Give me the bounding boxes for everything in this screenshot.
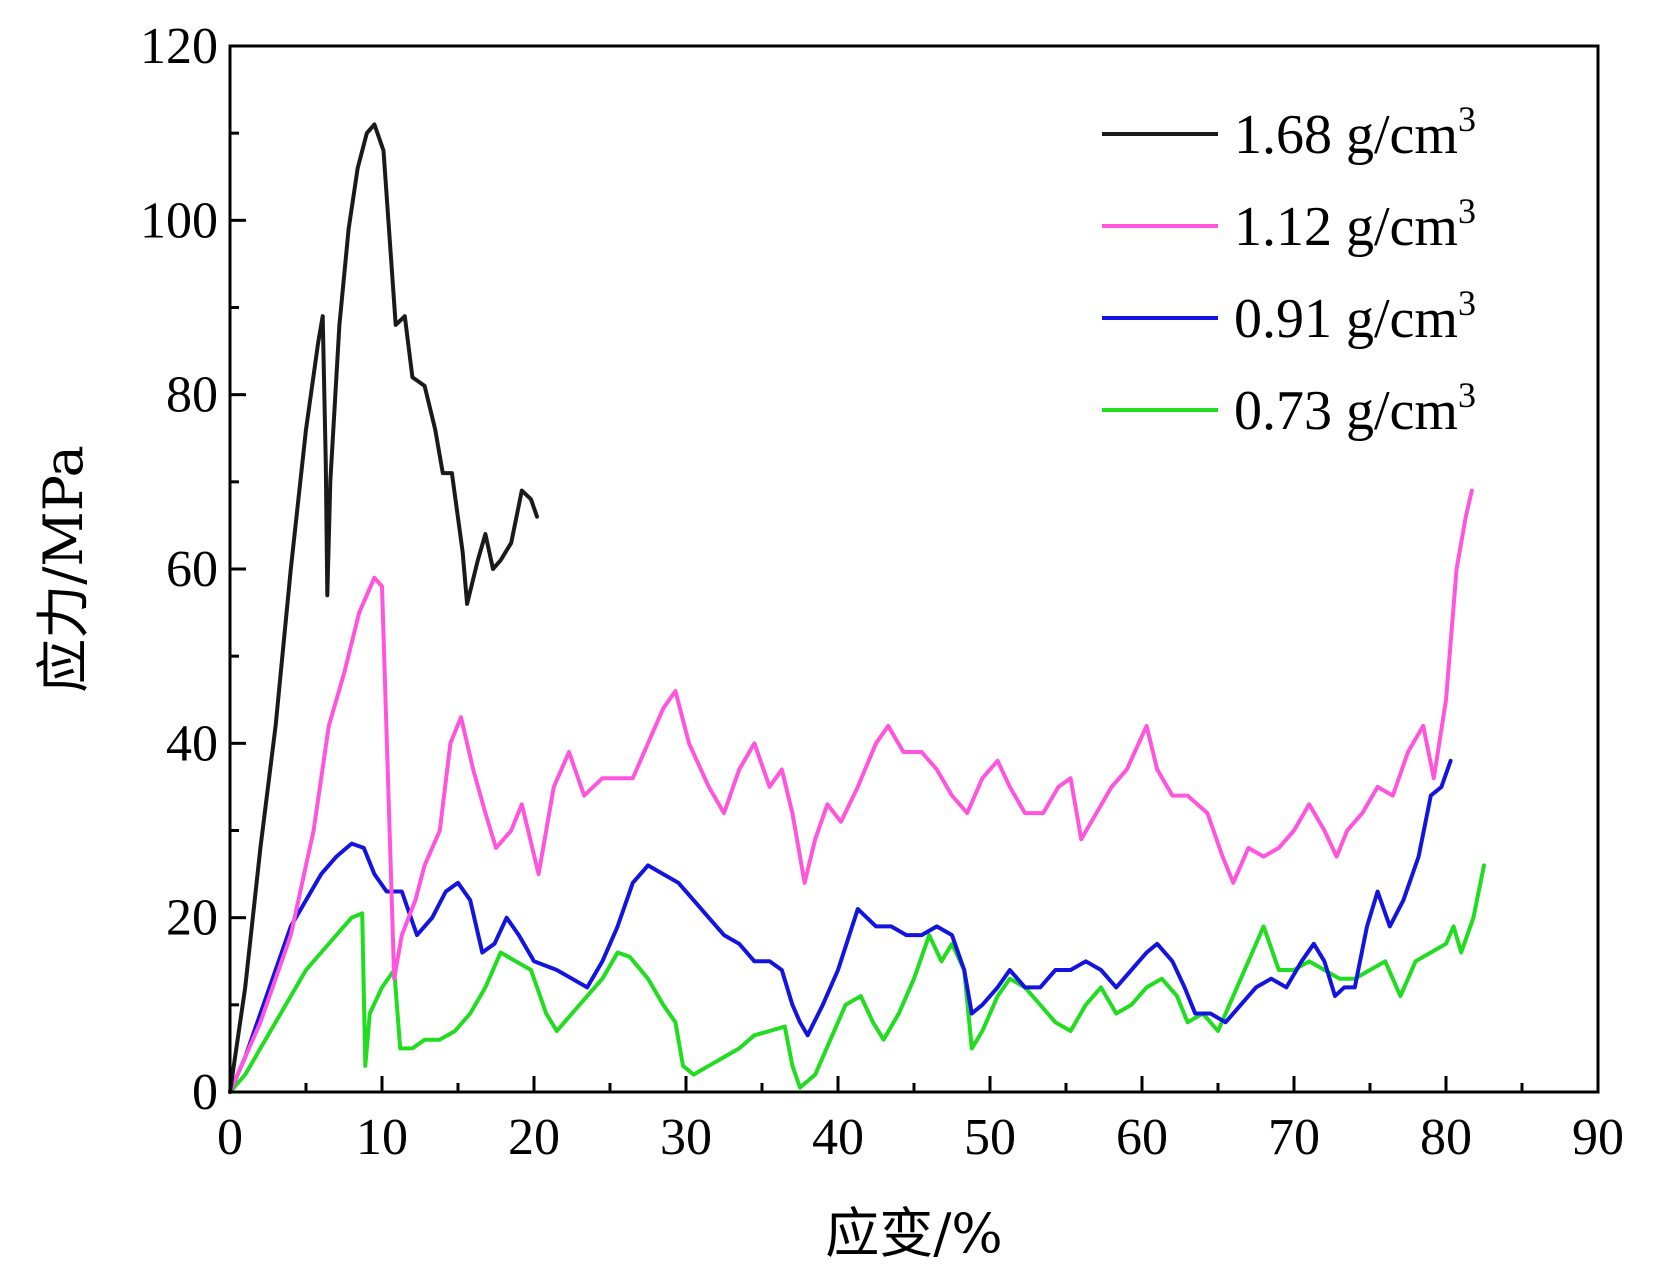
series-line-0 [228,122,539,1094]
legend: 1.68 g/cm3 1.12 g/cm3 0.91 g/cm3 0.73 g/cm3 [1102,99,1476,442]
y-tick-label: 0 [192,1064,218,1121]
legend-label-3: 0.73 g/cm3 [1234,375,1476,442]
x-tick-label: 10 [356,1109,408,1166]
x-tick-label: 60 [1116,1109,1168,1166]
legend-label-1: 1.12 g/cm3 [1234,191,1476,258]
y-tick-label: 60 [166,541,218,598]
legend-label-2: 0.91 g/cm3 [1234,283,1476,350]
y-tick-label: 40 [166,715,218,772]
x-tick-label: 80 [1420,1109,1472,1166]
x-tick-label: 30 [660,1109,712,1166]
legend-label-0: 1.68 g/cm3 [1234,99,1476,166]
series-layer [228,122,1486,1094]
x-axis-title: 应变/% [825,1202,1003,1265]
series-line-2 [228,758,1453,1094]
x-tick-label: 50 [964,1109,1016,1166]
legend-label-superscript: 3 [1458,191,1476,231]
x-tick-label: 0 [217,1109,243,1166]
x-tick-label: 70 [1268,1109,1320,1166]
legend-label-superscript: 3 [1458,375,1476,415]
y-tick-label: 80 [166,367,218,424]
ticks-layer [228,44,1600,1094]
legend-label-superscript: 3 [1458,99,1476,139]
y-tick-label: 20 [166,890,218,947]
series-line-3 [228,863,1486,1094]
x-tick-label: 90 [1572,1109,1624,1166]
y-tick-label: 120 [140,18,218,75]
legend-label-superscript: 3 [1458,283,1476,323]
x-tick-label: 20 [508,1109,560,1166]
x-tick-label: 40 [812,1109,864,1166]
series-line-1 [228,488,1474,1094]
tick-labels-layer: 0 10 20 30 40 50 60 70 80 90 0 20 40 60 80 100 120 [140,18,1624,1166]
y-axis-title: 应力/MPa [32,445,95,693]
y-tick-label: 100 [140,192,218,249]
